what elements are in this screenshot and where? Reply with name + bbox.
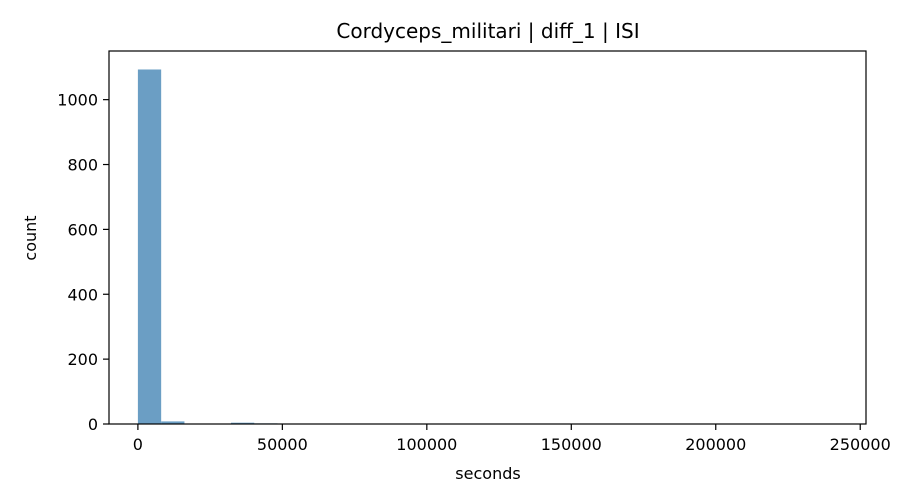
histogram-bar (137, 69, 162, 424)
x-tick-label: 150000 (541, 435, 602, 454)
y-tick-label: 800 (67, 156, 98, 175)
y-axis-ticks: 0 200 400 600 800 1000 (57, 91, 109, 434)
y-tick-label: 1000 (57, 91, 98, 110)
histogram-bar (161, 421, 185, 424)
plot-frame (108, 50, 867, 425)
x-axis-ticks: 0 50000 100000 150000 200000 250000 (133, 424, 891, 454)
bars-group (137, 69, 837, 424)
x-tick-label: 250000 (830, 435, 891, 454)
x-tick-label: 50000 (257, 435, 308, 454)
y-tick-label: 0 (88, 415, 98, 434)
x-tick-label: 100000 (396, 435, 457, 454)
chart-title: Cordyceps_militari | diff_1 | ISI (336, 19, 639, 43)
y-tick-label: 600 (67, 220, 98, 239)
x-axis-label: seconds (455, 464, 520, 483)
x-tick-label: 0 (133, 435, 143, 454)
y-tick-label: 400 (67, 285, 98, 304)
histogram-bar (230, 422, 255, 424)
y-axis-label: count (21, 215, 40, 260)
x-tick-label: 200000 (685, 435, 746, 454)
y-tick-label: 200 (67, 350, 98, 369)
